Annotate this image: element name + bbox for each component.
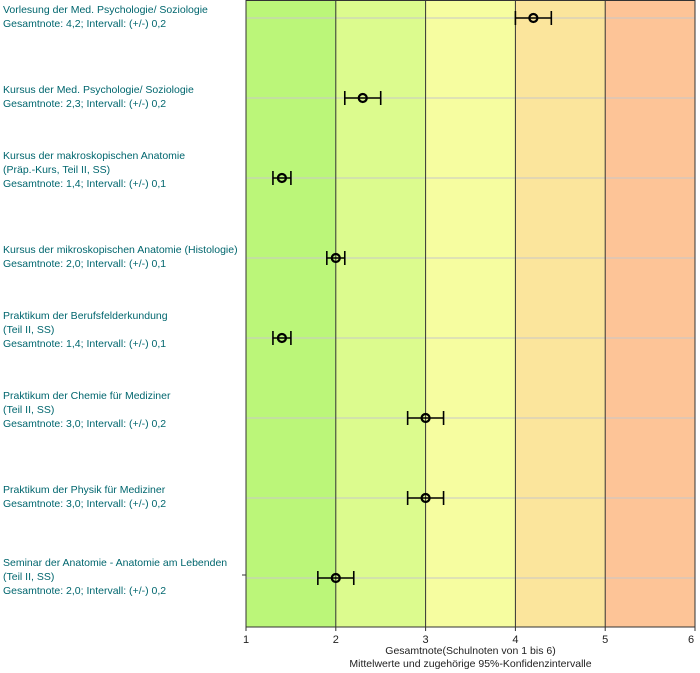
- x-axis-title: Gesamtnote(Schulnoten von 1 bis 6): [385, 645, 556, 657]
- mean-point-7: [420, 492, 431, 504]
- item-label-5: Praktikum der Berufsfelderkundung (Teil I…: [3, 309, 168, 351]
- mean-point-6: [420, 412, 431, 424]
- mean-point-2: [357, 92, 368, 104]
- item-label-3: Kursus der makroskopischen Anatomie (Präp…: [3, 149, 185, 191]
- x-tick-label-4: 4: [512, 634, 518, 646]
- x-tick-label-5: 5: [602, 634, 608, 646]
- item-label-line: (Teil II, SS): [3, 571, 55, 583]
- mean-point-8: [330, 572, 341, 584]
- item-label-line: Praktikum der Physik für Mediziner: [3, 484, 166, 496]
- item-label-line: Kursus der makroskopischen Anatomie: [3, 150, 186, 162]
- item-label-line: Gesamtnote: 3,0; Intervall: (+/-) 0,2: [3, 418, 167, 430]
- item-label-8: Seminar der Anatomie - Anatomie am Leben…: [3, 556, 227, 598]
- mean-point-5: [276, 332, 288, 344]
- chart-subtitle: Mittelwerte und zugehörige 95%-Konfidenz…: [349, 658, 592, 670]
- item-label-line: Gesamtnote: 1,4; Intervall: (+/-) 0,1: [3, 178, 167, 190]
- band-3: [425, 0, 516, 627]
- item-label-line: Gesamtnote: 2,0; Intervall: (+/-) 0,2: [3, 585, 167, 597]
- item-label-line: (Präp.-Kurs, Teil II, SS): [3, 164, 111, 176]
- item-label-7: Praktikum der Physik für Mediziner Gesamt…: [3, 483, 166, 511]
- band-1: [246, 0, 336, 627]
- item-label-line: Praktikum der Berufsfelderkundung: [3, 310, 168, 322]
- item-label-line: Gesamtnote: 1,4; Intervall: (+/-) 0,1: [3, 338, 167, 350]
- item-label-1: Vorlesung der Med. Psychologie/ Soziolog…: [3, 3, 208, 31]
- item-label-line: Vorlesung der Med. Psychologie/ Soziolog…: [3, 4, 208, 16]
- x-tick-label-1: 1: [243, 634, 249, 646]
- item-label-line: Gesamtnote: 2,3; Intervall: (+/-) 0,2: [3, 98, 167, 110]
- item-label-line: Seminar der Anatomie - Anatomie am Leben…: [3, 557, 228, 569]
- item-label-line: Kursus der mikroskopischen Anatomie (His…: [3, 244, 238, 256]
- mean-point-3: [276, 172, 288, 184]
- item-label-4: Kursus der mikroskopischen Anatomie (His…: [3, 243, 238, 271]
- item-label-line: Gesamtnote: 4,2; Intervall: (+/-) 0,2: [3, 18, 167, 30]
- item-label-6: Praktikum der Chemie für Mediziner (Teil …: [3, 389, 170, 431]
- mean-point-1: [528, 12, 539, 24]
- plot-frame: [245, 0, 696, 628]
- x-tick-label-6: 6: [688, 634, 694, 646]
- item-label-line: Gesamtnote: 2,0; Intervall: (+/-) 0,1: [3, 258, 167, 270]
- band-5: [605, 0, 695, 627]
- x-tick-label-3: 3: [423, 634, 429, 646]
- item-label-line: (Teil II, SS): [3, 404, 55, 416]
- x-tick-label-2: 2: [333, 634, 339, 646]
- item-label-line: (Teil II, SS): [3, 324, 55, 336]
- band-4: [515, 0, 606, 627]
- item-label-line: Kursus der Med. Psychologie/ Soziologie: [3, 84, 194, 96]
- item-label-2: Kursus der Med. Psychologie/ Soziologie G…: [3, 83, 194, 111]
- mean-point-4: [330, 252, 341, 264]
- item-label-line: Praktikum der Chemie für Mediziner: [3, 390, 171, 402]
- item-label-line: Gesamtnote: 3,0; Intervall: (+/-) 0,2: [3, 498, 167, 510]
